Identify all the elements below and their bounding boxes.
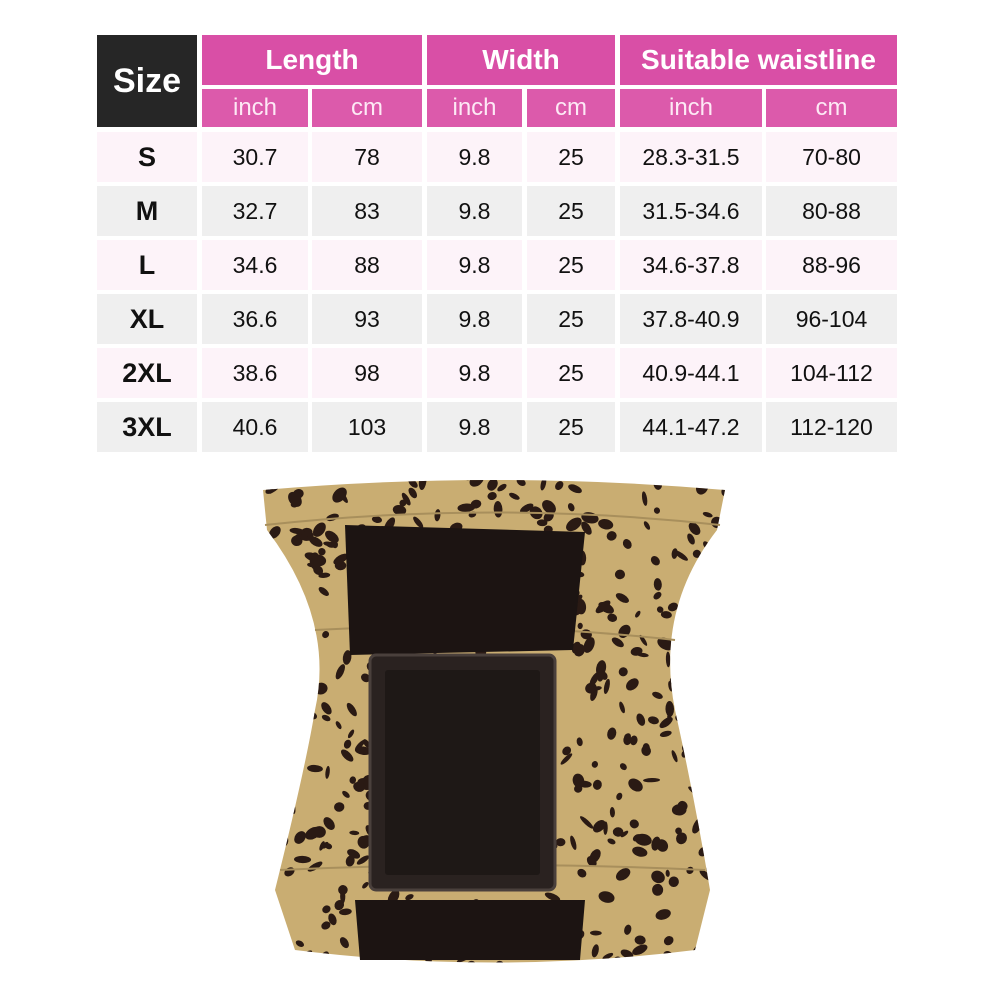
table-cell: 25 [527, 240, 615, 290]
size-label: XL [97, 294, 197, 344]
unit-header: inch [620, 89, 762, 127]
velcro-strap-bottom [355, 900, 585, 960]
table-cell: 25 [527, 294, 615, 344]
group-header: Length [202, 35, 422, 85]
table-cell: 9.8 [427, 186, 522, 236]
size-label: L [97, 240, 197, 290]
table-cell: 9.8 [427, 348, 522, 398]
velcro-strap-top [345, 525, 585, 655]
table-cell: 96-104 [766, 294, 897, 344]
group-header: Suitable waistline [620, 35, 897, 85]
table-cell: 30.7 [202, 132, 308, 182]
table-cell: 70-80 [766, 132, 897, 182]
table-cell: 44.1-47.2 [620, 402, 762, 452]
table-cell: 103 [312, 402, 422, 452]
table-cell: 38.6 [202, 348, 308, 398]
size-label: 2XL [97, 348, 197, 398]
table-cell: 28.3-31.5 [620, 132, 762, 182]
leopard-waist-trainer-image [263, 480, 725, 963]
table-cell: 37.8-40.9 [620, 294, 762, 344]
size-label: M [97, 186, 197, 236]
unit-header: inch [202, 89, 308, 127]
table-cell: 112-120 [766, 402, 897, 452]
table-cell: 9.8 [427, 402, 522, 452]
table-cell: 9.8 [427, 294, 522, 344]
table-cell: 32.7 [202, 186, 308, 236]
table-cell: 25 [527, 186, 615, 236]
table-cell: 93 [312, 294, 422, 344]
size-header: Size [97, 35, 197, 127]
belt-top-seam [264, 511, 721, 526]
table-cell: 36.6 [202, 294, 308, 344]
table-cell: 25 [527, 132, 615, 182]
table-cell: 104-112 [766, 348, 897, 398]
unit-header: cm [527, 89, 615, 127]
table-cell: 80-88 [766, 186, 897, 236]
table-cell: 40.6 [202, 402, 308, 452]
velcro-pad-inner [385, 670, 540, 875]
table-cell: 9.8 [427, 240, 522, 290]
table-cell: 25 [527, 348, 615, 398]
table-cell: 83 [312, 186, 422, 236]
unit-header: cm [312, 89, 422, 127]
table-cell: 88-96 [766, 240, 897, 290]
table-cell: 9.8 [427, 132, 522, 182]
table-cell: 78 [312, 132, 422, 182]
group-header: Width [427, 35, 615, 85]
table-cell: 98 [312, 348, 422, 398]
unit-header: inch [427, 89, 522, 127]
table-cell: 34.6 [202, 240, 308, 290]
table-cell: 34.6-37.8 [620, 240, 762, 290]
size-label: 3XL [97, 402, 197, 452]
table-cell: 25 [527, 402, 615, 452]
unit-header: cm [766, 89, 897, 127]
table-cell: 88 [312, 240, 422, 290]
table-cell: 40.9-44.1 [620, 348, 762, 398]
size-label: S [97, 132, 197, 182]
table-cell: 31.5-34.6 [620, 186, 762, 236]
